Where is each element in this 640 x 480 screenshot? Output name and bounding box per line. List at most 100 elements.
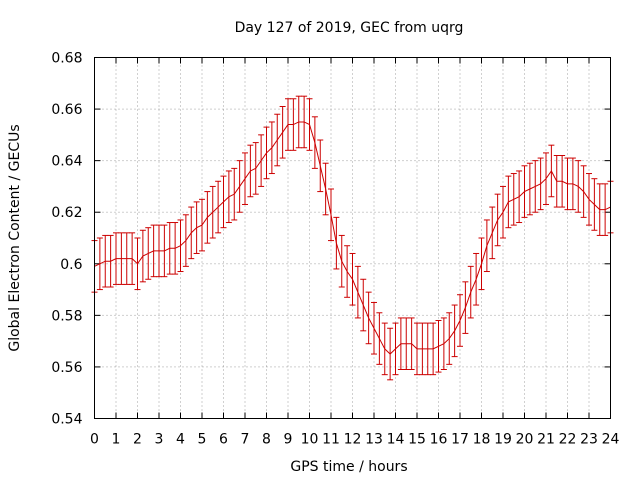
x-tick-label: 23 xyxy=(580,432,598,448)
error-bar-point xyxy=(451,304,458,358)
error-bar-point xyxy=(489,206,496,260)
error-bar-point xyxy=(430,322,437,376)
error-bar-point xyxy=(102,234,109,288)
error-bar-point xyxy=(150,224,157,278)
error-bar-point xyxy=(457,294,463,347)
error-bar-point xyxy=(247,144,254,198)
error-bar-point xyxy=(602,183,609,236)
error-bar-point xyxy=(263,126,270,180)
x-tick-label: 14 xyxy=(387,432,405,448)
x-tick-label: 24 xyxy=(602,432,620,448)
error-bar-point xyxy=(188,206,195,260)
error-bar-point xyxy=(338,234,345,288)
error-bar-point xyxy=(440,317,447,371)
error-bar-point xyxy=(274,113,281,167)
x-tick-label: 12 xyxy=(344,432,362,448)
x-tick-label: 18 xyxy=(473,432,491,448)
x-tick-label: 21 xyxy=(537,432,555,448)
error-bar-point xyxy=(268,121,275,175)
error-bar-point xyxy=(408,317,415,371)
error-bar-point xyxy=(242,152,248,205)
error-bar-point xyxy=(564,157,571,211)
error-bar-point xyxy=(134,237,141,291)
error-bar-point xyxy=(161,224,168,278)
error-bar-point xyxy=(414,322,420,376)
x-tick-labels: 0 1 2 3 4 5 6 7 8 9 10 11 12 13 14 15 16 17 18 19 20 21 22 23 24 xyxy=(90,432,619,448)
error-bar-point xyxy=(333,216,340,270)
error-bar-point xyxy=(209,185,216,239)
error-bar-point xyxy=(225,170,232,224)
error-bar-point xyxy=(215,180,222,234)
x-tick-label: 8 xyxy=(262,432,271,448)
x-tick-label: 20 xyxy=(516,432,534,448)
error-bar-point xyxy=(591,178,598,231)
error-bar-point xyxy=(349,252,356,306)
error-bar-point xyxy=(344,245,351,298)
x-tick-label: 15 xyxy=(408,432,426,448)
error-bar-point xyxy=(532,160,539,213)
error-bar-point xyxy=(301,95,308,149)
y-tick-label: 0.6 xyxy=(60,257,82,273)
error-bar-point xyxy=(467,265,474,319)
error-bar-point xyxy=(311,116,318,169)
error-bar-point xyxy=(258,134,265,187)
error-bar-point xyxy=(177,219,184,273)
error-bar-point xyxy=(172,222,179,275)
x-tick-label: 4 xyxy=(176,432,185,448)
x-tick-label: 19 xyxy=(494,432,512,448)
y-tick-label: 0.58 xyxy=(51,308,82,324)
x-tick-label: 22 xyxy=(559,432,577,448)
error-bar-point xyxy=(462,281,469,334)
y-tick-label: 0.62 xyxy=(51,205,82,221)
error-bar-point xyxy=(365,291,372,345)
error-bar-point xyxy=(473,252,480,306)
chart-title: Day 127 of 2019, GEC from uqrg xyxy=(235,20,464,36)
error-bar-point xyxy=(290,98,297,151)
y-tick-label: 0.68 xyxy=(51,51,82,67)
error-bar-point xyxy=(387,327,394,381)
error-bar-point xyxy=(322,162,329,216)
error-bar-point xyxy=(397,317,404,371)
error-bar-point xyxy=(446,312,453,365)
data-series xyxy=(91,95,614,381)
error-bar-point xyxy=(478,237,485,291)
x-tick-label: 5 xyxy=(198,432,207,448)
y-tick-label: 0.56 xyxy=(51,360,82,376)
error-bar-point xyxy=(521,165,528,218)
x-axis-label: GPS time / hours xyxy=(290,459,407,475)
error-bar-point xyxy=(193,201,200,254)
error-bar-point xyxy=(96,237,103,291)
error-bar-point xyxy=(295,95,302,149)
x-tick-label: 11 xyxy=(322,432,340,448)
x-tick-label: 9 xyxy=(284,432,293,448)
x-tick-label: 13 xyxy=(365,432,383,448)
error-bar-point xyxy=(182,214,189,267)
error-bar-point xyxy=(354,265,361,319)
error-bar-point xyxy=(381,322,388,376)
x-tick-label: 7 xyxy=(241,432,250,448)
x-tick-label: 1 xyxy=(112,432,121,448)
y-tick-label: 0.54 xyxy=(51,412,82,428)
error-bar-point xyxy=(505,175,512,229)
error-bar-point xyxy=(306,98,313,151)
error-bar-point xyxy=(231,167,238,221)
error-bar-point xyxy=(435,320,442,373)
error-bar-point xyxy=(403,317,410,371)
error-bar-point xyxy=(494,193,501,247)
error-bar-point xyxy=(139,229,146,283)
error-bar-point xyxy=(510,173,517,226)
error-bar-point xyxy=(569,157,576,211)
error-bar-point xyxy=(204,191,211,244)
x-tick-label: 16 xyxy=(430,432,448,448)
error-bar-point xyxy=(360,278,367,332)
plot-frame xyxy=(94,57,611,419)
error-bar-point xyxy=(575,160,582,213)
error-bar-point xyxy=(156,224,162,278)
y-tick-label: 0.66 xyxy=(51,102,82,118)
error-bar-point xyxy=(317,139,324,193)
error-bar-point xyxy=(526,162,533,216)
y-tick-labels: 0.54 0.56 0.58 0.6 0.62 0.64 0.66 0.68 xyxy=(51,51,82,428)
error-bar-point xyxy=(107,234,114,288)
error-bar-point xyxy=(118,232,125,285)
error-bar-point xyxy=(328,188,334,242)
